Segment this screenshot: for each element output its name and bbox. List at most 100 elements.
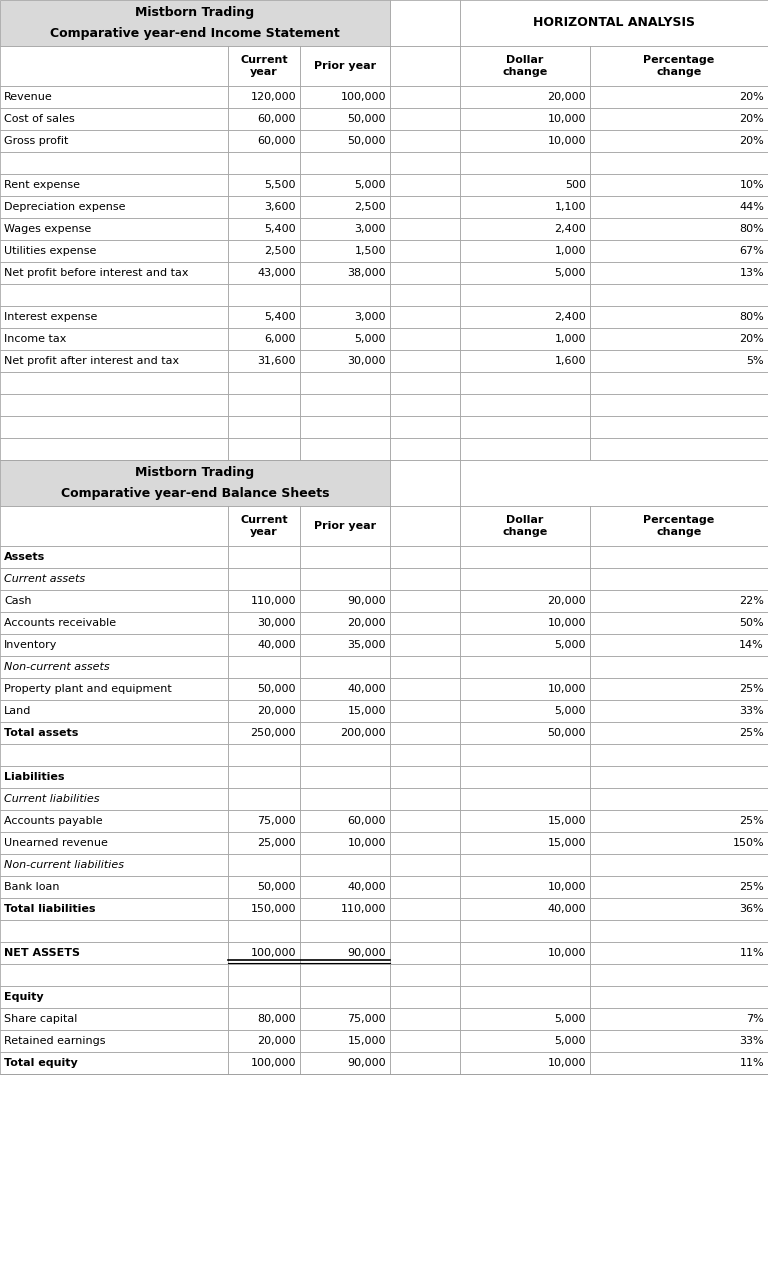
Bar	[300, 810, 390, 832]
Bar	[460, 810, 590, 832]
Text: 33%: 33%	[740, 1036, 764, 1045]
Text: 5,000: 5,000	[554, 268, 586, 279]
Text: 1,000: 1,000	[554, 334, 586, 344]
Bar	[390, 219, 460, 240]
Bar	[460, 152, 590, 174]
Bar	[460, 438, 590, 460]
Bar	[300, 964, 390, 987]
Bar	[300, 920, 390, 942]
Bar	[0, 789, 228, 810]
Bar	[228, 219, 300, 240]
Bar	[460, 1052, 590, 1074]
Bar	[0, 46, 228, 86]
Bar	[590, 679, 768, 700]
Bar	[590, 898, 768, 920]
Bar	[390, 700, 460, 722]
Bar	[228, 328, 300, 350]
Bar	[0, 109, 228, 130]
Bar	[300, 109, 390, 130]
Bar	[460, 854, 590, 875]
Text: Liabilities: Liabilities	[4, 772, 65, 782]
Text: 5,000: 5,000	[355, 334, 386, 344]
Bar	[590, 590, 768, 612]
Text: 110,000: 110,000	[250, 596, 296, 606]
Bar	[300, 174, 390, 196]
Text: Prior year: Prior year	[314, 521, 376, 530]
Bar	[460, 0, 768, 46]
Bar	[460, 109, 590, 130]
Bar	[0, 328, 228, 350]
Bar	[300, 546, 390, 567]
Bar	[228, 722, 300, 744]
Text: Equity: Equity	[4, 992, 44, 1002]
Text: 2,500: 2,500	[354, 202, 386, 212]
Text: Mistborn Trading: Mistborn Trading	[135, 6, 254, 19]
Bar	[390, 372, 460, 394]
Bar	[390, 656, 460, 679]
Text: Net profit after interest and tax: Net profit after interest and tax	[4, 357, 179, 366]
Bar	[390, 0, 460, 46]
Bar	[0, 0, 390, 46]
Text: 20%: 20%	[740, 135, 764, 146]
Text: 20%: 20%	[740, 92, 764, 102]
Text: 5,000: 5,000	[554, 640, 586, 651]
Bar	[390, 284, 460, 305]
Bar	[228, 86, 300, 109]
Text: 1,600: 1,600	[554, 357, 586, 366]
Bar	[390, 328, 460, 350]
Bar	[228, 174, 300, 196]
Bar	[460, 679, 590, 700]
Bar	[460, 350, 590, 372]
Bar	[460, 1030, 590, 1052]
Bar	[228, 262, 300, 284]
Text: 5,000: 5,000	[554, 1036, 586, 1045]
Bar	[228, 612, 300, 634]
Bar	[390, 1052, 460, 1074]
Bar	[390, 152, 460, 174]
Bar	[228, 46, 300, 86]
Bar	[590, 46, 768, 86]
Text: 20,000: 20,000	[257, 705, 296, 716]
Text: 50,000: 50,000	[257, 882, 296, 892]
Bar	[390, 46, 460, 86]
Bar	[460, 240, 590, 262]
Text: 30,000: 30,000	[347, 357, 386, 366]
Bar	[390, 130, 460, 152]
Text: 60,000: 60,000	[257, 135, 296, 146]
Bar	[300, 612, 390, 634]
Bar	[590, 1008, 768, 1030]
Bar	[300, 152, 390, 174]
Bar	[460, 634, 590, 656]
Text: 20,000: 20,000	[548, 92, 586, 102]
Text: Prior year: Prior year	[314, 61, 376, 72]
Bar	[228, 920, 300, 942]
Bar	[300, 284, 390, 305]
Bar	[590, 417, 768, 438]
Text: 5,000: 5,000	[554, 705, 586, 716]
Bar	[300, 832, 390, 854]
Bar	[0, 130, 228, 152]
Bar	[0, 506, 228, 546]
Bar	[228, 567, 300, 590]
Bar	[228, 634, 300, 656]
Bar	[460, 567, 590, 590]
Text: 50,000: 50,000	[257, 684, 296, 694]
Bar	[460, 875, 590, 898]
Bar	[460, 789, 590, 810]
Text: Mistborn Trading: Mistborn Trading	[135, 466, 254, 479]
Text: 36%: 36%	[740, 904, 764, 914]
Text: 5,400: 5,400	[264, 312, 296, 322]
Bar	[390, 898, 460, 920]
Bar	[460, 394, 590, 417]
Bar	[0, 920, 228, 942]
Text: 10,000: 10,000	[548, 135, 586, 146]
Bar	[0, 567, 228, 590]
Bar	[460, 898, 590, 920]
Bar	[590, 832, 768, 854]
Bar	[300, 590, 390, 612]
Bar	[390, 506, 460, 546]
Text: Current assets: Current assets	[4, 574, 85, 584]
Text: 20%: 20%	[740, 114, 764, 124]
Bar	[590, 700, 768, 722]
Bar	[300, 854, 390, 875]
